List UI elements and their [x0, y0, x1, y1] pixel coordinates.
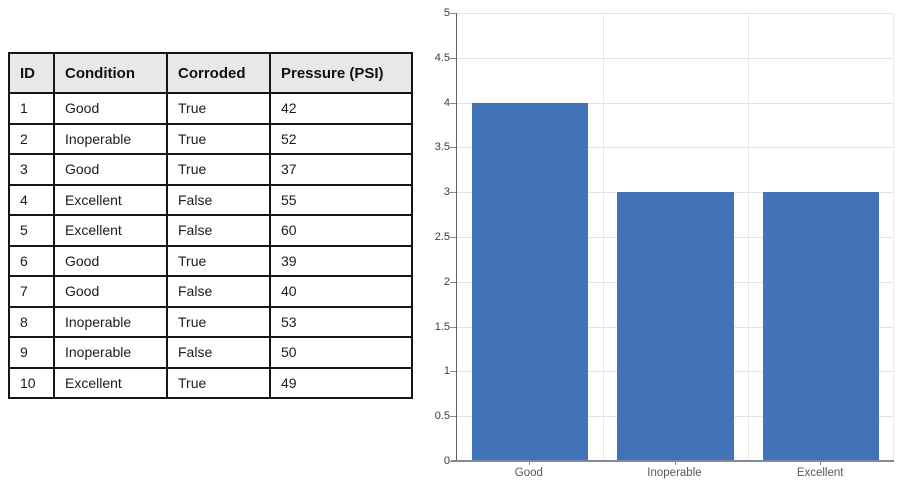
table-cell: 1 — [8, 92, 55, 125]
vertical-gridline — [893, 13, 894, 461]
y-axis-tick-label: 4.5 — [434, 51, 450, 64]
y-axis-tick-label: 0.5 — [434, 410, 450, 423]
table-cell: 7 — [8, 275, 55, 308]
table-row: 6 Good True 39 — [8, 244, 413, 277]
table-row: 8 Inoperable True 53 — [8, 305, 413, 338]
table-body: 1 Good True 42 2 Inoperable True 52 3 Good True 37 4… — [8, 92, 413, 399]
table-cell: False — [166, 275, 271, 308]
y-axis-tick-mark — [450, 57, 456, 59]
y-axis-tick-label: 1 — [443, 365, 450, 378]
table-cell: Inoperable — [53, 122, 168, 155]
table-cell: False — [166, 336, 271, 369]
horizontal-gridline — [457, 102, 893, 104]
table-cell: 37 — [269, 153, 413, 186]
table-cell: True — [166, 153, 271, 186]
table-cell: Inoperable — [53, 336, 168, 369]
table-cell: 55 — [269, 183, 413, 216]
column-header-pressure: Pressure (PSI) — [269, 52, 413, 94]
table-row: 10 Excellent True 49 — [8, 366, 413, 399]
y-axis-tick-mark — [450, 416, 456, 418]
table-cell: True — [166, 244, 271, 277]
table-cell: 52 — [269, 122, 413, 155]
table-row: 7 Good False 40 — [8, 275, 413, 308]
bar-good — [471, 102, 589, 461]
table-cell: 49 — [269, 366, 413, 399]
condition-bar-chart: 0 0.5 1 1.5 2 2.5 3 3.5 4 4.5 5 Good Inoperable Excel… — [425, 0, 904, 487]
y-axis-tick-mark — [450, 281, 456, 283]
column-header-id: ID — [8, 52, 55, 94]
y-axis-tick-label: 0 — [443, 455, 450, 467]
horizontal-gridline — [457, 147, 893, 149]
x-axis-tick-mark — [528, 461, 530, 465]
chart-x-axis-line — [451, 459, 894, 462]
chart-plot-area — [456, 13, 894, 461]
x-axis-tick-mark — [820, 461, 822, 465]
table-cell: 53 — [269, 305, 413, 338]
table-cell: 40 — [269, 275, 413, 308]
y-axis-tick-mark — [450, 192, 456, 194]
table-row: 5 Excellent False 60 — [8, 214, 413, 247]
table-cell: Good — [53, 275, 168, 308]
table-cell: 60 — [269, 214, 413, 247]
x-axis-tick-mark — [674, 461, 676, 465]
table-cell: Inoperable — [53, 305, 168, 338]
table-row: 4 Excellent False 55 — [8, 183, 413, 216]
y-axis-tick-mark — [450, 237, 456, 238]
bar-inoperable — [617, 192, 734, 461]
table-row: 1 Good True 42 — [8, 92, 413, 125]
table-row: 9 Inoperable False 50 — [8, 336, 413, 369]
y-axis-tick-mark — [450, 371, 456, 373]
table-cell: 9 — [8, 336, 55, 369]
table-cell: Good — [53, 92, 168, 125]
y-axis-tick-label: 3 — [443, 186, 450, 199]
table-cell: True — [166, 122, 271, 155]
table-cell: False — [166, 183, 271, 216]
horizontal-gridline — [457, 57, 893, 59]
horizontal-gridline — [457, 13, 893, 14]
x-axis-tick-label: Inoperable — [647, 467, 702, 479]
table-cell: False — [166, 214, 271, 247]
column-header-corroded: Corroded — [166, 52, 271, 94]
y-axis-tick-label: 2 — [443, 275, 450, 288]
table-cell: True — [166, 366, 271, 399]
y-axis-tick-label: 5 — [443, 7, 450, 19]
table-cell: Excellent — [53, 366, 168, 399]
y-axis-tick-mark — [450, 13, 456, 14]
column-header-condition: Condition — [53, 52, 168, 94]
table-cell: 42 — [269, 92, 413, 125]
table-cell: 39 — [269, 244, 413, 277]
x-axis-tick-label: Good — [514, 467, 543, 479]
y-axis-tick-mark — [450, 147, 456, 149]
table-row: 2 Inoperable True 52 — [8, 122, 413, 155]
y-axis-tick-mark — [450, 461, 456, 462]
y-axis-tick-mark — [450, 102, 456, 104]
table-cell: 6 — [8, 244, 55, 277]
table-cell: 50 — [269, 336, 413, 369]
table-cell: True — [166, 92, 271, 125]
table-cell: 5 — [8, 214, 55, 247]
y-axis-tick-label: 2.5 — [434, 231, 450, 243]
table-cell: 3 — [8, 153, 55, 186]
table-cell: 4 — [8, 183, 55, 216]
table-cell: Good — [53, 244, 168, 277]
table-cell: True — [166, 305, 271, 338]
vertical-gridline — [602, 13, 604, 461]
table-cell: 2 — [8, 122, 55, 155]
pipe-data-table: ID Condition Corroded Pressure (PSI) 1 Go… — [8, 52, 413, 399]
bar-excellent — [762, 192, 880, 461]
table-cell: 8 — [8, 305, 55, 338]
vertical-gridline — [748, 13, 750, 461]
y-axis-tick-label: 1.5 — [434, 320, 450, 333]
x-axis-tick-label: Excellent — [796, 467, 844, 479]
table-cell: Excellent — [53, 214, 168, 247]
table-cell: Good — [53, 153, 168, 186]
table-cell: Excellent — [53, 183, 168, 216]
table-cell: 10 — [8, 366, 55, 399]
table-header-row: ID Condition Corroded Pressure (PSI) — [8, 52, 413, 94]
y-axis-tick-label: 3.5 — [434, 141, 450, 154]
table-row: 3 Good True 37 — [8, 153, 413, 186]
y-axis-tick-mark — [450, 326, 456, 328]
y-axis-tick-label: 4 — [443, 96, 450, 109]
